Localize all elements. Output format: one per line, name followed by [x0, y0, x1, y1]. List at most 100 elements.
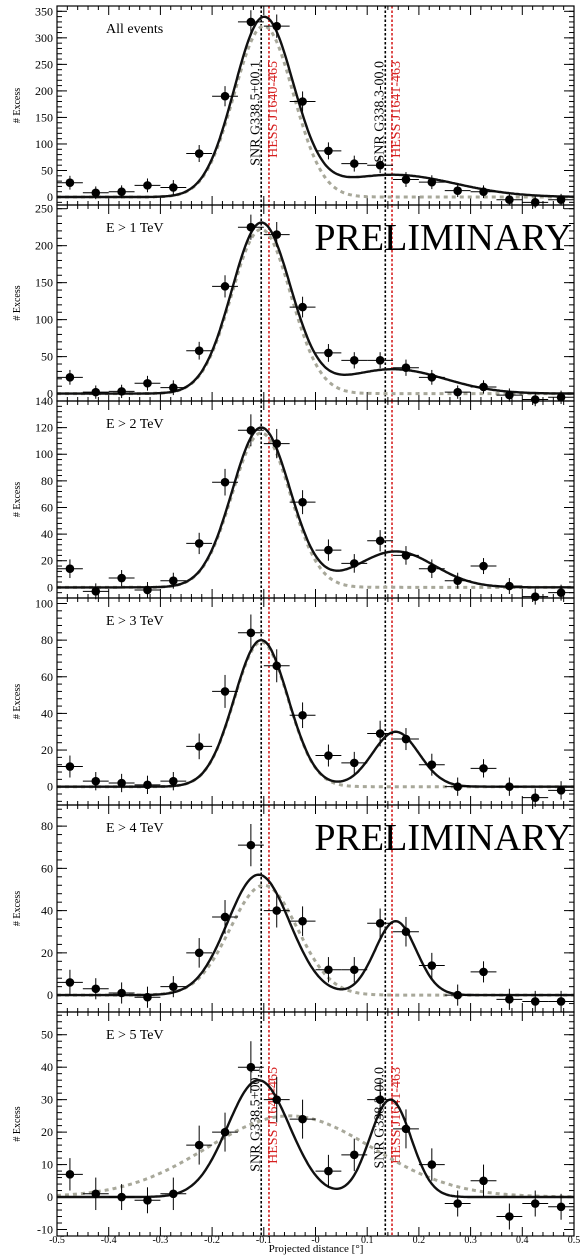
- data-point: [117, 187, 126, 197]
- y-tick-label: 20: [41, 1125, 53, 1139]
- y-tick-label: 150: [35, 276, 53, 290]
- single-gaussian-curve: [56, 1114, 574, 1199]
- y-tick-label: 0: [47, 1190, 53, 1204]
- y-tick-label: -10: [37, 1223, 53, 1237]
- data-point: [143, 585, 152, 595]
- panel-title: E > 2 TeV: [106, 417, 164, 432]
- data-point: [65, 178, 75, 188]
- data-point: [453, 186, 462, 195]
- data-point: [65, 564, 75, 574]
- data-point: [298, 302, 307, 312]
- data-point: [349, 356, 359, 365]
- data-point: [505, 782, 514, 791]
- x-tick-label: 0.5: [568, 1235, 581, 1246]
- panel-title: E > 1 TeV: [106, 221, 164, 236]
- data-point: [427, 961, 437, 970]
- data-point: [169, 576, 178, 585]
- data-point: [453, 387, 462, 397]
- x-axis-label: Projected distance [°]: [269, 1243, 364, 1255]
- single-gaussian-curve: [57, 640, 574, 789]
- y-tick-label: 200: [35, 239, 53, 253]
- data-point: [401, 551, 411, 560]
- x-tick-label: -0.3: [152, 1235, 168, 1246]
- data-point: [65, 978, 75, 987]
- data-point: [272, 21, 282, 31]
- y-tick-label: 50: [41, 1028, 53, 1042]
- data-point: [427, 1160, 437, 1169]
- data-point: [401, 927, 411, 937]
- data-point: [272, 906, 282, 915]
- data-point: [324, 965, 333, 975]
- data-point: [479, 561, 488, 571]
- data-point: [349, 1150, 359, 1160]
- data-point: [349, 758, 359, 768]
- data-point: [349, 965, 359, 975]
- source-line-label: HESS J1641-463: [389, 1067, 404, 1164]
- data-point: [65, 1170, 75, 1179]
- y-axis-label: # Excess: [12, 88, 23, 123]
- y-tick-label: 60: [41, 861, 53, 875]
- data-point: [246, 1062, 256, 1072]
- data-point: [375, 918, 385, 928]
- data-point: [143, 780, 152, 790]
- panel-title: E > 4 TeV: [106, 821, 164, 836]
- data-point: [272, 1095, 282, 1104]
- data-point: [220, 1127, 230, 1137]
- y-tick-label: 40: [41, 904, 53, 918]
- data-point: [298, 497, 307, 507]
- data-point: [117, 988, 126, 998]
- y-tick-label: 20: [41, 743, 53, 757]
- y-tick-label: 50: [41, 164, 53, 178]
- x-tick-label: 0.3: [464, 1235, 477, 1246]
- y-tick-label: 50: [41, 350, 53, 364]
- y-tick-label: 80: [41, 474, 53, 488]
- data-point: [143, 181, 152, 190]
- data-point: [530, 1199, 540, 1208]
- data-point: [194, 539, 204, 548]
- y-tick-label: 40: [41, 706, 53, 720]
- data-point: [194, 346, 204, 356]
- data-point: [375, 729, 385, 738]
- data-point: [530, 997, 540, 1006]
- data-point: [169, 982, 178, 991]
- panel-5: 0 20 40 60 80 # Excess E > 4 TeV PRELIMINARY: [12, 804, 575, 1013]
- panel-title: E > 5 TeV: [106, 1028, 164, 1043]
- source-line-label: SNR G338.5+00.1: [248, 1067, 263, 1172]
- data-point: [427, 373, 437, 382]
- data-point: [143, 378, 152, 388]
- data-point: [220, 687, 230, 696]
- y-tick-label: 60: [41, 500, 53, 514]
- data-point: [453, 1199, 462, 1208]
- fit-curve: [57, 1078, 574, 1199]
- x-tick-label: -0.1: [256, 1235, 272, 1246]
- data-point: [298, 916, 307, 926]
- data-point: [427, 177, 437, 187]
- fit-curve: [57, 873, 574, 997]
- data-point: [246, 628, 256, 638]
- y-axis-label: # Excess: [12, 684, 23, 719]
- single-gaussian-curve: [57, 431, 574, 589]
- data-point: [375, 536, 385, 546]
- data-point: [324, 1166, 333, 1176]
- y-tick-label: 100: [35, 137, 53, 151]
- y-axis-label: # Excess: [12, 1106, 23, 1141]
- data-point: [143, 992, 152, 1002]
- x-tick-label: 0.2: [413, 1235, 426, 1246]
- y-tick-label: 0: [47, 780, 53, 794]
- y-tick-label: 100: [35, 447, 53, 461]
- data-point: [324, 146, 333, 156]
- panel-2: 0 50 100 150 200 250 # Excess E > 1 TeV PRELIMIN…: [12, 202, 575, 407]
- data-point: [298, 1114, 307, 1124]
- source-line-label: SNR G338.5+00.1: [248, 61, 263, 166]
- data-point: [91, 776, 101, 786]
- data-point: [194, 948, 204, 958]
- y-tick-label: 150: [35, 110, 53, 124]
- data-point: [91, 587, 101, 596]
- data-point: [194, 742, 204, 751]
- panel-3: 0 20 40 60 80 100 120 140 # Excess E > 2 TeV: [12, 394, 575, 605]
- data-point: [272, 230, 282, 239]
- x-tick-label: -0: [311, 1235, 319, 1246]
